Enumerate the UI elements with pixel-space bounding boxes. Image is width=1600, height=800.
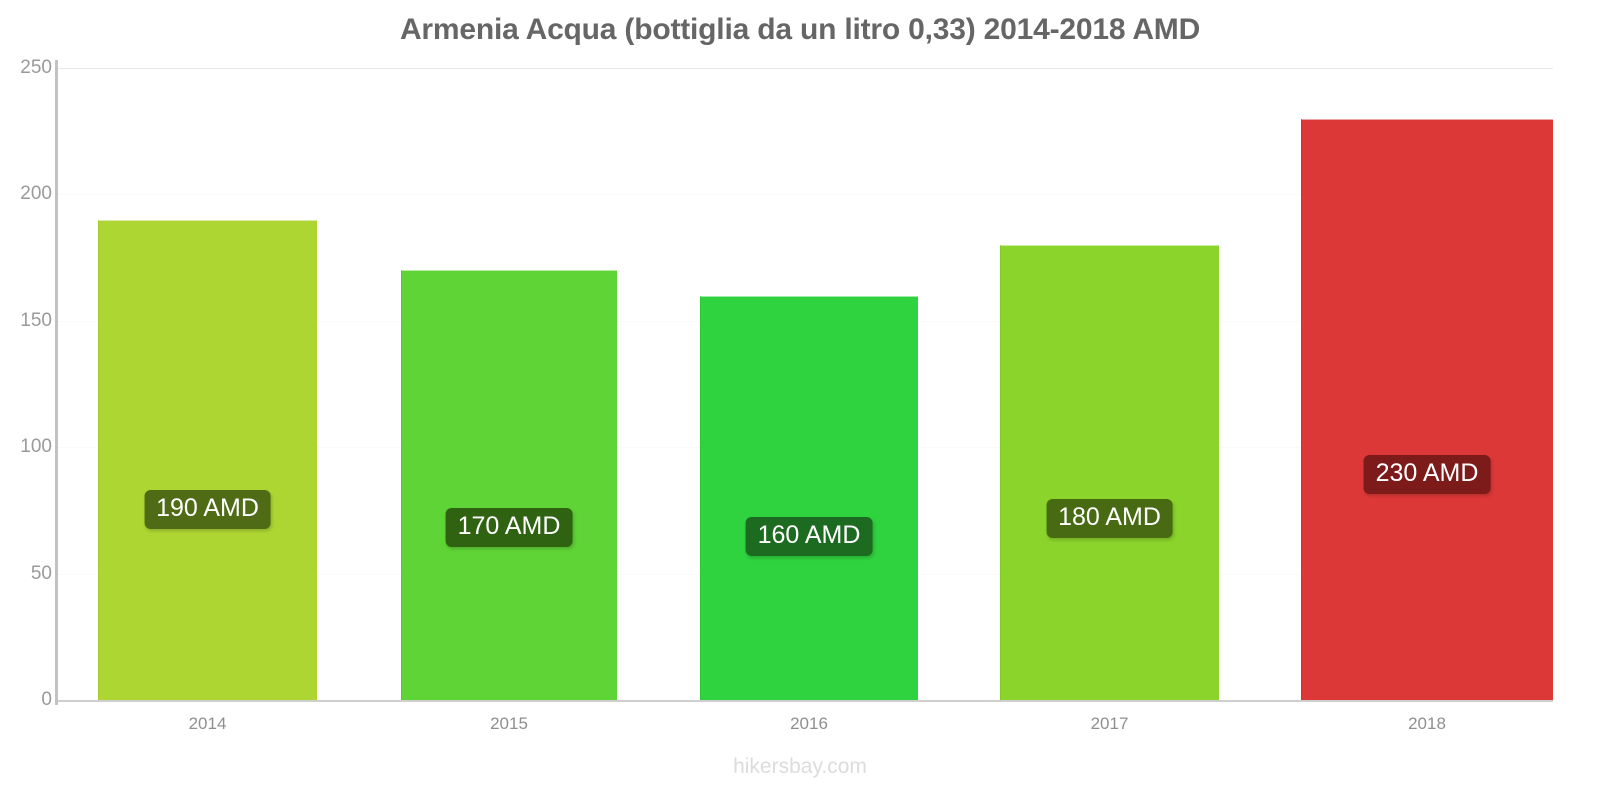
x-axis-tick-label: 2014 (188, 714, 227, 733)
bar-2016[interactable]: 160 AMD (700, 295, 918, 700)
y-axis-tick-label: 50 (30, 562, 52, 584)
y-axis-tick-labels: 0 50 100 150 200 250 (0, 0, 52, 800)
y-axis-tick-label: 0 (41, 689, 52, 710)
gridline (58, 68, 1553, 69)
x-axis-tick-label: 2018 (1408, 714, 1446, 733)
gridline (58, 194, 1553, 196)
x-axis-tick-label: 2015 (490, 714, 528, 733)
x-axis-tick-label: 2016 (790, 714, 828, 733)
bar-value-label: 170 AMD (445, 508, 573, 547)
bar-2014[interactable]: 190 AMD (98, 219, 317, 700)
bar-fill (98, 219, 317, 700)
bar-value-label: 190 AMD (144, 490, 271, 529)
bar-fill (401, 270, 617, 700)
x-axis-line (58, 700, 1553, 702)
y-axis-tick-label: 100 (20, 436, 52, 458)
y-axis-tick-label: 200 (20, 183, 52, 205)
bar-2017[interactable]: 180 AMD (1000, 244, 1219, 700)
chart-footer-attribution: hikersbay.com (733, 755, 867, 778)
plot-area: 190 AMD 170 AMD 160 AMD 180 AMD 230 AMD (58, 68, 1553, 701)
y-axis-tick-label: 250 (20, 57, 52, 78)
chart-title: Armenia Acqua (bottiglia da un litro 0,3… (399, 13, 1201, 46)
bar-fill (1000, 244, 1219, 700)
bar-2018[interactable]: 230 AMD (1301, 118, 1553, 700)
x-axis-tick-label: 2017 (1090, 714, 1129, 733)
bar-fill (700, 295, 918, 700)
bar-2015[interactable]: 170 AMD (401, 270, 617, 700)
bar-fill (1301, 118, 1553, 700)
bar-value-label: 230 AMD (1363, 455, 1491, 494)
y-axis-line (55, 60, 58, 705)
y-axis-tick-label: 150 (20, 309, 52, 331)
bar-value-label: 180 AMD (1046, 499, 1173, 538)
bar-value-label: 160 AMD (745, 517, 873, 556)
